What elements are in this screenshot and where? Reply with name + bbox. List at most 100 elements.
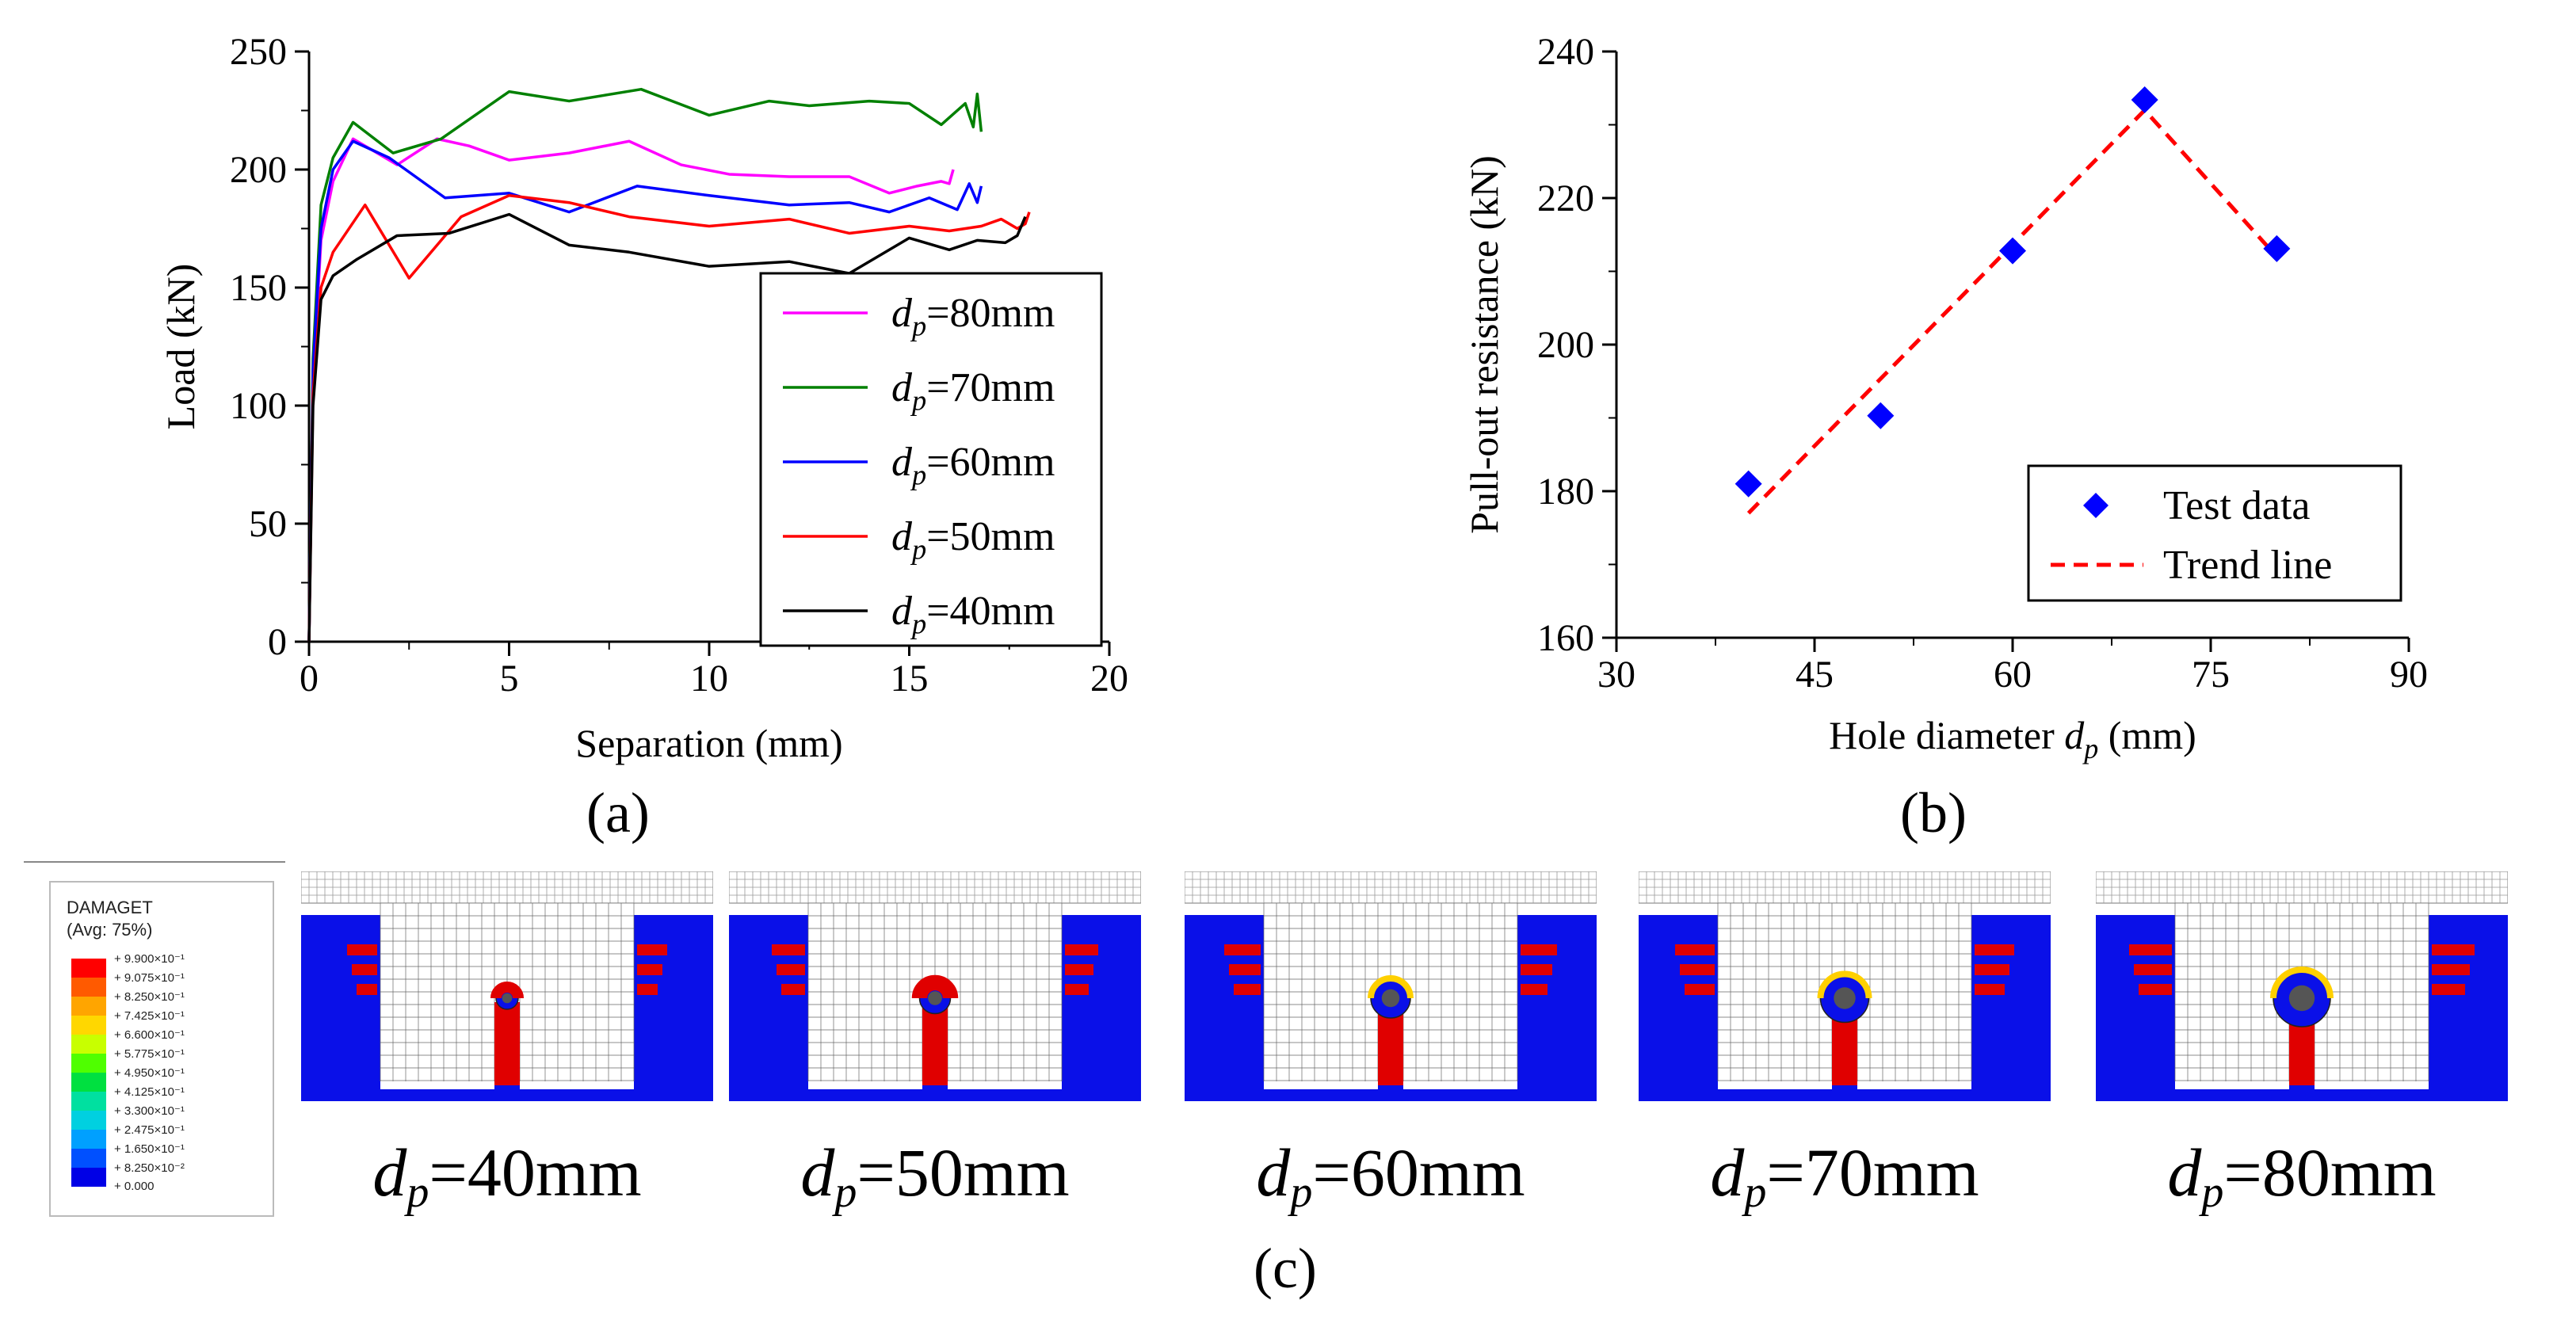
side-damage-right [1975, 984, 2005, 995]
caption-value: =70mm [1766, 1134, 1979, 1210]
data-point [2263, 234, 2291, 262]
legend-box [759, 272, 1103, 647]
legend-entry-test-data: Test data [2163, 483, 2311, 528]
y-tick-label: 180 [1537, 471, 1594, 513]
panel-label-b: (b) [1900, 781, 1967, 844]
bolt-core [502, 993, 513, 1004]
fem-panel-caption: dp=50mm [729, 1133, 1141, 1218]
x-axis-label-unit: (mm) [2098, 713, 2196, 757]
side-damage-left [2129, 944, 2172, 955]
y-axis-label: Pull-out resistance (kN) [1462, 155, 1506, 534]
data-point [1735, 470, 1762, 498]
rib-base [922, 1085, 948, 1101]
caption-sub: p [1744, 1168, 1767, 1217]
x-tick-label: 10 [690, 658, 728, 700]
legend-entry: dp=80mm [891, 291, 1055, 341]
hole-damage-arc [911, 974, 959, 999]
side-damage-right [637, 964, 662, 975]
panel-label-c: (c) [1254, 1237, 1317, 1300]
fem-damage-panel [1639, 871, 2051, 1101]
caption-var: d [1710, 1134, 1745, 1210]
chart-b-pullout-resistance: 30 45 60 75 90 160 180 200 220 240 Hole diameter d… [1462, 31, 2428, 764]
legend-tick-label: + 9.075×10⁻¹ [114, 971, 185, 985]
side-damage-right [637, 944, 667, 955]
data-point [1867, 402, 1895, 429]
side-damage-right [1975, 964, 2009, 975]
legend-tick-label: + 3.300×10⁻¹ [114, 1104, 185, 1118]
fem-damage-panel [2096, 871, 2508, 1101]
legend-color-band [71, 1016, 106, 1035]
series-line [307, 137, 955, 642]
damage-legend: DAMAGET (Avg: 75%) + 9.900×10⁻¹ + 9.075×1… [49, 881, 274, 1217]
legend-tick-label: + 8.250×10⁻² [114, 1161, 185, 1175]
side-damage-left [781, 984, 805, 995]
legend-rest: =50mm [926, 514, 1055, 559]
legend-tick-label: + 0.000 [114, 1180, 155, 1193]
x-tick-label: 0 [300, 658, 319, 700]
legend-tick-label: + 7.425×10⁻¹ [114, 1009, 185, 1023]
x-axis-label-sub: p [2082, 733, 2098, 764]
y-tick-label: 240 [1537, 31, 1594, 73]
legend-rest: =60mm [926, 440, 1055, 485]
side-damage-left [1229, 964, 1261, 975]
caption-sub: p [834, 1168, 857, 1217]
x-tick-label: 30 [1597, 654, 1635, 696]
legend-var: d [891, 589, 913, 634]
bolt-core [2288, 985, 2315, 1012]
side-damage-right [1521, 964, 1552, 975]
fem-panel-caption: dp=80mm [2096, 1133, 2508, 1218]
x-tick-label: 45 [1796, 654, 1834, 696]
side-damage-right [1065, 944, 1098, 955]
legend-color-band [71, 1149, 106, 1168]
x-tick-label: 90 [2390, 654, 2428, 696]
fem-damage-panel [301, 871, 713, 1101]
series-line [307, 194, 1031, 642]
side-damage-left [2134, 964, 2172, 975]
y-tick-label: 0 [268, 621, 287, 663]
side-damage-right [1065, 964, 1093, 975]
hole-damage-arc [1817, 970, 1872, 999]
legend-rest: =80mm [926, 291, 1055, 336]
legend-color-band [71, 978, 106, 997]
caption-var: d [372, 1134, 407, 1210]
legend-tick-label: + 9.900×10⁻¹ [114, 952, 185, 966]
legend-tick-label: + 4.950×10⁻¹ [114, 1066, 185, 1080]
caption-value: =80mm [2223, 1134, 2437, 1210]
legend-rest: =40mm [926, 589, 1055, 634]
x-tick-label: 5 [500, 658, 519, 700]
fem-panel-caption: dp=60mm [1185, 1133, 1597, 1218]
x-axis-label-var: d [2064, 713, 2085, 757]
fem-damage-panel [729, 871, 1141, 1101]
caption-var: d [1256, 1134, 1291, 1210]
legend-color-band [71, 1111, 106, 1130]
x-tick-label: 60 [1994, 654, 2032, 696]
side-damage-left [347, 944, 377, 955]
y-tick-label: 250 [230, 31, 287, 73]
side-damage-left [1680, 964, 1715, 975]
legend-entry-trend-line: Trend line [2163, 543, 2332, 588]
fem-panel-caption: dp=40mm [301, 1133, 713, 1218]
caption-value: =60mm [1312, 1134, 1525, 1210]
caption-value: =40mm [429, 1134, 642, 1210]
legend-entry: dp=50mm [891, 514, 1055, 565]
x-tick-label: 20 [1090, 658, 1128, 700]
legend-sub: p [910, 310, 926, 341]
rib-base [1832, 1085, 1857, 1101]
y-tick-label: 50 [249, 503, 287, 545]
caption-var: d [800, 1134, 835, 1210]
legend-sub: p [910, 384, 926, 416]
data-point [2131, 86, 2158, 114]
legend-tick-label: + 6.600×10⁻¹ [114, 1028, 185, 1042]
legend-color-band [71, 1035, 106, 1054]
hole-damage-arc [1368, 975, 1414, 999]
hole-damage-arc [2270, 966, 2334, 999]
caption-sub: p [1290, 1168, 1313, 1217]
caption-var: d [2167, 1134, 2202, 1210]
side-damage-right [1521, 944, 1557, 955]
caption-value: =50mm [857, 1134, 1070, 1210]
legend-entry: dp=70mm [891, 365, 1055, 416]
side-damage-left [1675, 944, 1715, 955]
y-tick-label: 100 [230, 385, 287, 427]
x-axis-label: Separation (mm) [575, 721, 842, 765]
